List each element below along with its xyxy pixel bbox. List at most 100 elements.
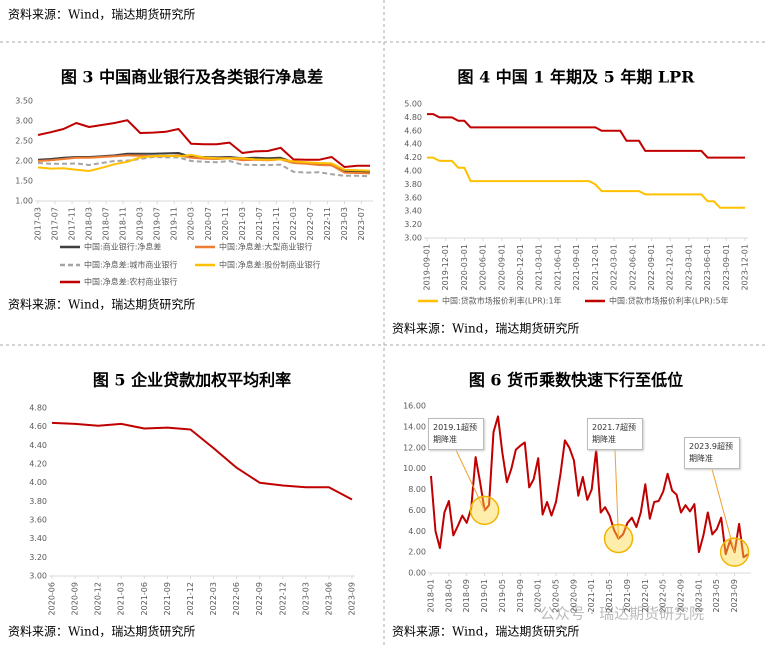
- y-tick-label: 2.50: [15, 137, 33, 146]
- x-tick-label: 2022-03: [289, 207, 298, 240]
- source: 资料来源：Wind，瑞达期货研究所: [8, 624, 195, 639]
- y-tick-label: 2.00: [15, 157, 33, 166]
- highlight-circle: [469, 495, 500, 526]
- x-tick-label: 2020-06-01: [479, 244, 488, 291]
- y-tick-label: 4.60: [29, 422, 47, 431]
- x-tick-label: 2023-06: [324, 582, 333, 615]
- x-tick-label: 2022-01: [641, 579, 650, 612]
- legend-label: 中国:商业银行:净息差: [84, 242, 161, 252]
- x-tick-label: 2021-01: [587, 579, 596, 612]
- y-tick-label: 3.80: [29, 497, 47, 506]
- x-tick-label: 2023-03: [301, 582, 310, 615]
- y-tick-label: 4.20: [404, 153, 422, 162]
- x-tick-label: 2021-06: [140, 582, 149, 615]
- x-tick-label: 2020-05: [552, 579, 561, 612]
- legend-label: 中国:贷款市场报价利率(LPR):5年: [609, 296, 729, 306]
- y-tick-label: 4.80: [404, 113, 422, 122]
- x-tick-label: 2020-03-01: [460, 244, 469, 291]
- x-tick-label: 2019-05: [498, 579, 507, 612]
- y-tick-label: 10.00: [403, 464, 426, 473]
- legend-label: 中国:净息差:股份制商业银行: [219, 260, 320, 270]
- header-source: 资料来源：Wind，瑞达期货研究所: [8, 7, 195, 22]
- legend-label: 中国:净息差:城市商业银行: [84, 260, 177, 270]
- series-line: [430, 415, 749, 559]
- x-tick-label: 2021-12-01: [591, 244, 600, 291]
- x-tick-label: 2023-05: [712, 579, 721, 612]
- x-tick-label: 2023-12-01: [741, 244, 750, 291]
- x-tick-label: 2017-11: [68, 207, 77, 240]
- x-tick-label: 2020-11: [221, 207, 230, 240]
- y-tick-label: 3.00: [404, 234, 422, 243]
- y-tick-label: 2.00: [408, 548, 426, 557]
- x-tick-label: 2019-09-01: [423, 244, 432, 291]
- source: 资料来源：Wind，瑞达期货研究所: [392, 624, 579, 639]
- x-tick-label: 2023-09: [348, 582, 357, 615]
- x-tick-label: 2019-03: [136, 207, 145, 240]
- x-tick-label: 2021-09-01: [572, 244, 581, 291]
- x-tick-label: 2022-09: [677, 579, 686, 612]
- y-tick-label: 0.00: [408, 569, 426, 578]
- series-line: [37, 154, 371, 172]
- chart-title: 图 6 货币乘数快速下行至低位: [469, 371, 683, 390]
- y-tick-label: 16.00: [403, 402, 426, 411]
- x-tick-label: 2020-12: [94, 582, 103, 615]
- x-tick-label: 2021-12: [186, 582, 195, 615]
- x-tick-label: 2020-09: [71, 582, 80, 615]
- x-tick-label: 2019-01: [480, 579, 489, 612]
- y-tick-label: 1.50: [15, 177, 33, 186]
- x-tick-label: 2022-03-01: [610, 244, 619, 291]
- x-tick-label: 2021-09: [623, 579, 632, 612]
- x-tick-label: 2022-09-01: [647, 244, 656, 291]
- x-tick-label: 2020-09-01: [497, 244, 506, 291]
- x-tick-label: 2020-09: [569, 579, 578, 612]
- x-tick-label: 2021-05: [605, 579, 614, 612]
- x-tick-label: 2023-03: [340, 207, 349, 240]
- legend-label: 中国:净息差:大型商业银行: [219, 242, 312, 252]
- x-tick-label: 2020-06: [48, 582, 57, 615]
- x-tick-label: 2019-12-01: [441, 244, 450, 291]
- y-tick-label: 14.00: [403, 422, 426, 431]
- y-tick-label: 4.00: [29, 478, 47, 487]
- x-tick-label: 2023-09: [730, 579, 739, 612]
- series-line: [427, 156, 745, 209]
- x-tick-label: 2018-11: [119, 207, 128, 240]
- y-tick-label: 3.80: [404, 180, 422, 189]
- x-tick-label: 2020-03: [187, 207, 196, 240]
- x-tick-label: 2023-09-01: [722, 244, 731, 291]
- x-tick-label: 2021-07: [255, 207, 264, 240]
- y-tick-label: 4.00: [408, 527, 426, 536]
- source: 资料来源：Wind，瑞达期货研究所: [392, 321, 579, 336]
- y-tick-label: 6.00: [408, 506, 426, 515]
- y-tick-label: 4.80: [29, 404, 47, 413]
- x-tick-label: 2021-06-01: [553, 244, 562, 291]
- annotation-arrow: [614, 449, 620, 539]
- x-tick-label: 2020-07: [204, 207, 213, 240]
- legend-label: 中国:贷款市场报价利率(LPR):1年: [442, 296, 562, 306]
- annotation: 2021.7超预期降准: [587, 418, 643, 450]
- y-tick-label: 3.40: [29, 534, 47, 543]
- series-line: [37, 119, 370, 168]
- x-tick-label: 2021-11: [272, 207, 281, 240]
- x-tick-label: 2018-05: [444, 579, 453, 612]
- y-tick-label: 3.60: [29, 516, 47, 525]
- source: 资料来源：Wind，瑞达期货研究所: [8, 297, 195, 312]
- x-tick-label: 2020-12-01: [516, 244, 525, 291]
- x-tick-label: 2022-05: [659, 579, 668, 612]
- x-tick-label: 2022-12: [278, 582, 287, 615]
- y-tick-label: 4.40: [404, 140, 422, 149]
- y-tick-label: 3.20: [29, 553, 47, 562]
- y-tick-label: 4.60: [404, 126, 422, 135]
- y-tick-label: 4.00: [404, 167, 422, 176]
- x-tick-label: 2022-06: [232, 582, 241, 615]
- chart-title: 图 3 中国商业银行及各类银行净息差: [61, 68, 323, 87]
- x-tick-label: 2023-06-01: [703, 244, 712, 291]
- x-tick-label: 2021-03: [238, 207, 247, 240]
- y-tick-label: 12.00: [403, 443, 426, 452]
- highlight-circle: [719, 537, 750, 567]
- x-tick-label: 2018-07: [102, 207, 111, 240]
- y-tick-label: 3.40: [404, 207, 422, 216]
- series-line: [427, 113, 745, 159]
- x-tick-label: 2019-07: [153, 207, 162, 240]
